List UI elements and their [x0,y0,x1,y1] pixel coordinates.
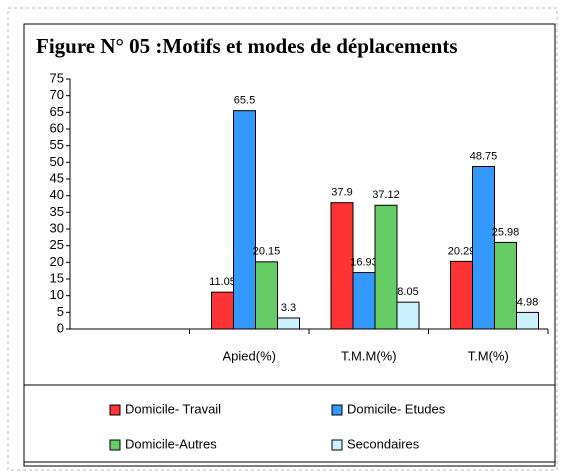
y-tick-label: 70 [50,87,64,102]
value-label: 37.9 [331,187,352,199]
legend-swatch [331,404,343,416]
bar [472,166,495,330]
value-label: 3.3 [281,302,296,314]
y-tick-label: 10 [50,287,64,302]
legend-label: Domicile- Travail [125,401,221,416]
value-label: 8.05 [397,286,418,298]
bar [494,241,517,330]
y-tick-label: 75 [50,70,64,85]
bar [330,202,354,330]
value-label: 20.15 [253,246,281,258]
y-tick-label: 55 [50,137,64,152]
value-label: 37.12 [372,189,400,201]
bar [374,204,398,330]
y-tick-label: 60 [50,120,64,135]
x-tick-label: T.M(%) [468,348,509,363]
x-tick-label: T.M.M(%) [341,348,397,363]
y-tick-label: 65 [50,104,64,119]
y-tick-label: 5 [57,304,64,319]
bar [396,301,420,330]
legend-swatch [109,404,121,416]
y-tick-label: 30 [50,220,64,235]
y-tick-label: 40 [50,187,64,202]
y-tick-label: 50 [50,154,64,169]
x-tick-label: Apied(%) [223,348,276,363]
frame [23,23,556,467]
y-tick-label: 0 [57,320,64,335]
outer-frame [7,7,558,471]
chart-title: Figure N° 05 :Motifs et modes de déplace… [36,34,458,58]
y-tick-label: 35 [50,204,64,219]
bar [352,272,376,330]
legend-label: Domicile-Autres [125,436,217,451]
value-label: 48.75 [470,150,498,162]
legend-label: Secondaires [347,436,420,451]
legend-label: Domicile- Etudes [347,401,446,416]
value-label: 4.98 [517,296,538,308]
legend-swatch [109,439,121,451]
y-tick-label: 20 [50,254,64,269]
y-tick-label: 45 [50,170,64,185]
y-tick-label: 15 [50,270,64,285]
legend-swatch [331,439,343,451]
bar [516,311,539,330]
y-tick-label: 25 [50,237,64,252]
bar [255,261,278,330]
value-label: 11.05 [209,276,236,288]
value-label: 16.93 [350,256,378,268]
bar [277,317,300,330]
bar [450,260,473,330]
bar [211,291,234,330]
value-label: 25.98 [492,226,520,238]
value-label: 20.29 [448,245,476,257]
bar [233,110,256,330]
value-label: 65.5 [234,95,255,107]
